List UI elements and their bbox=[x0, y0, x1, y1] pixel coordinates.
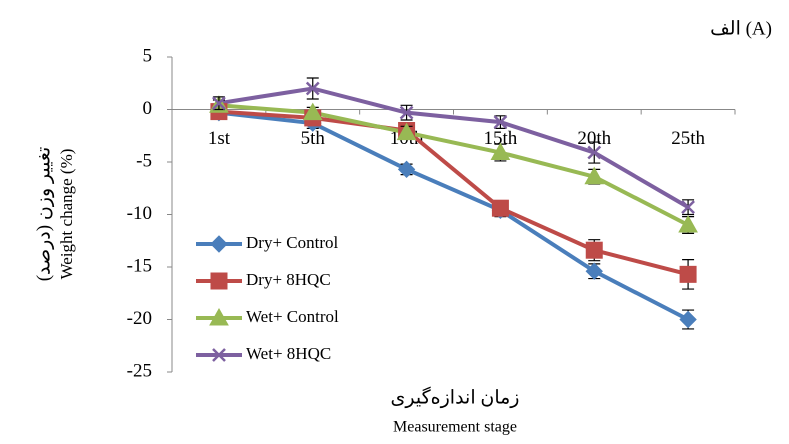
point bbox=[587, 145, 602, 160]
point bbox=[212, 96, 226, 111]
y-tick-label: 0 bbox=[143, 98, 153, 119]
y-tick-label: -25 bbox=[127, 360, 152, 381]
x-tick-label: 5th bbox=[301, 128, 326, 149]
y-tick-label: -5 bbox=[136, 150, 152, 171]
x-axis-label: زمان اندازه‌گیری bbox=[391, 385, 520, 408]
y-tick-label: 5 bbox=[143, 45, 153, 66]
x-tick-label: 25th bbox=[671, 128, 705, 149]
legend-label: Wet+ 8HQC bbox=[246, 344, 331, 363]
legend-label: Dry+ Control bbox=[246, 233, 338, 252]
point bbox=[396, 122, 417, 141]
y-axis-label-en: Weight change (%) bbox=[57, 149, 76, 280]
point bbox=[679, 310, 697, 329]
legend-marker bbox=[210, 235, 228, 253]
y-tick-label: -15 bbox=[127, 255, 152, 276]
point bbox=[305, 81, 320, 96]
point bbox=[397, 160, 416, 179]
series-line bbox=[218, 103, 689, 227]
point bbox=[681, 200, 695, 215]
y-tick-label: -10 bbox=[127, 203, 152, 224]
point bbox=[493, 115, 508, 129]
point bbox=[585, 241, 603, 259]
y-tick-label: -20 bbox=[127, 308, 152, 329]
point bbox=[399, 105, 414, 120]
legend-marker bbox=[212, 348, 226, 362]
legend-marker bbox=[209, 307, 229, 326]
chart-title: الف (A) bbox=[710, 18, 772, 39]
point bbox=[678, 214, 698, 233]
y-axis-label: تغییر وزن (درصد) bbox=[33, 147, 54, 282]
series-line bbox=[218, 86, 690, 209]
legend-marker bbox=[210, 272, 228, 290]
point bbox=[490, 142, 511, 161]
series-line bbox=[218, 110, 689, 322]
x-tick-label: 1st bbox=[208, 128, 231, 149]
x-axis-label-en: Measurement stage bbox=[393, 419, 517, 436]
point bbox=[584, 166, 605, 185]
x-tick-label: 20th bbox=[577, 128, 611, 149]
point bbox=[491, 199, 509, 217]
x-tick-label: 15th bbox=[484, 128, 518, 149]
point bbox=[679, 265, 697, 283]
legend-label: Wet+ Control bbox=[246, 307, 339, 326]
series-line bbox=[218, 109, 689, 277]
point bbox=[585, 262, 603, 280]
legend-label: Dry+ 8HQC bbox=[246, 270, 331, 289]
point bbox=[302, 102, 323, 121]
